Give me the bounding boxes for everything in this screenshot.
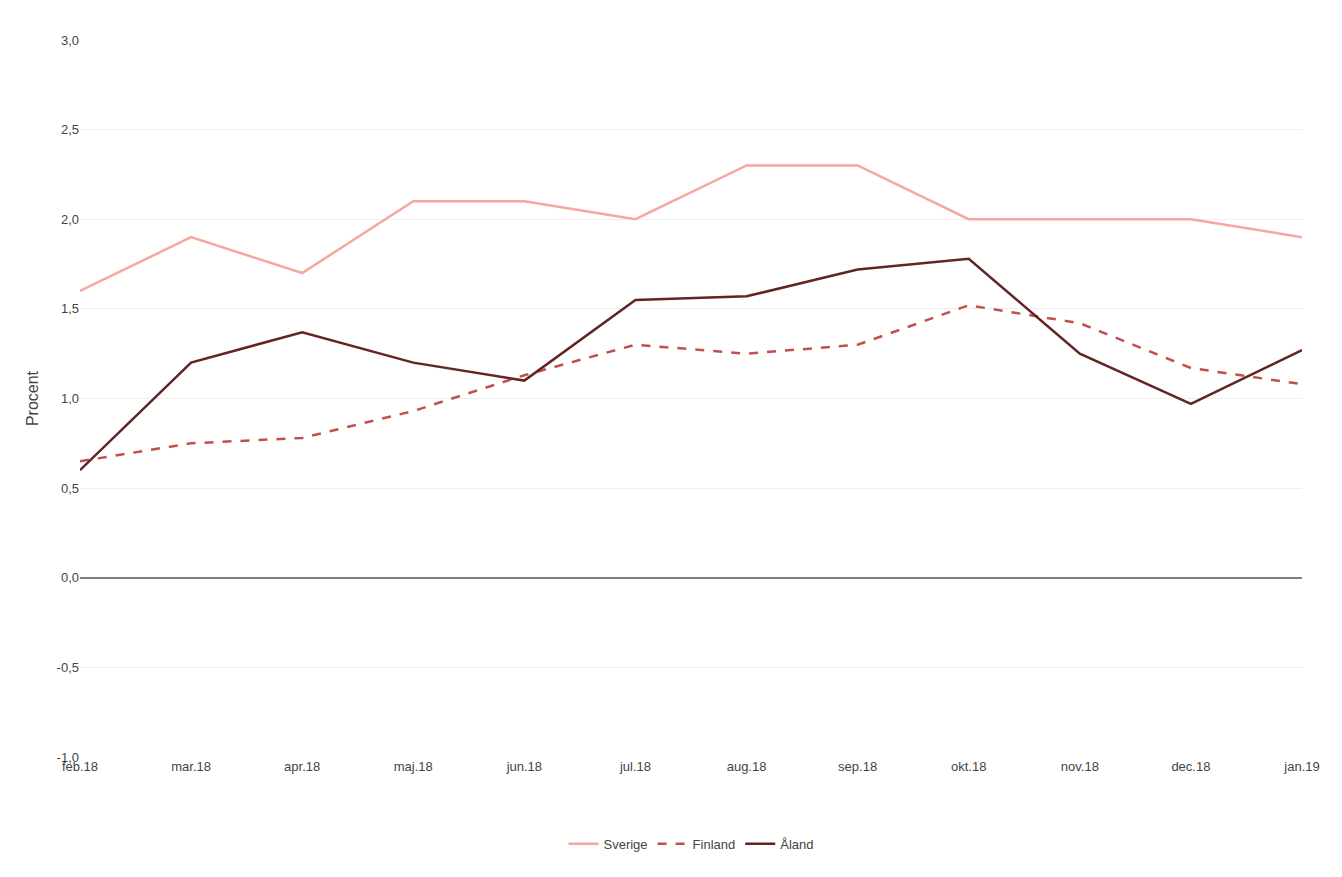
svg-text:Åland: Åland bbox=[780, 837, 813, 852]
svg-text:0,5: 0,5 bbox=[61, 481, 79, 496]
svg-text:-0,5: -0,5 bbox=[57, 660, 79, 675]
svg-text:1,5: 1,5 bbox=[61, 301, 79, 316]
svg-text:nov.18: nov.18 bbox=[1061, 759, 1099, 774]
svg-text:0,0: 0,0 bbox=[61, 570, 79, 585]
svg-text:okt.18: okt.18 bbox=[951, 759, 986, 774]
svg-text:jan.19: jan.19 bbox=[1283, 759, 1319, 774]
svg-text:dec.18: dec.18 bbox=[1171, 759, 1210, 774]
svg-text:feb.18: feb.18 bbox=[62, 759, 98, 774]
svg-text:aug.18: aug.18 bbox=[727, 759, 767, 774]
svg-text:Finland: Finland bbox=[693, 837, 736, 852]
svg-text:jul.18: jul.18 bbox=[619, 759, 651, 774]
svg-text:sep.18: sep.18 bbox=[838, 759, 877, 774]
svg-text:-1,0: -1,0 bbox=[57, 750, 79, 765]
svg-text:maj.18: maj.18 bbox=[394, 759, 433, 774]
svg-text:3,0: 3,0 bbox=[61, 33, 79, 48]
svg-text:1,0: 1,0 bbox=[61, 391, 79, 406]
svg-text:Sverige: Sverige bbox=[604, 837, 648, 852]
svg-text:apr.18: apr.18 bbox=[284, 759, 320, 774]
svg-text:jun.18: jun.18 bbox=[506, 759, 542, 774]
svg-text:mar.18: mar.18 bbox=[171, 759, 211, 774]
svg-text:Procent: Procent bbox=[24, 370, 41, 426]
svg-text:2,0: 2,0 bbox=[61, 212, 79, 227]
svg-text:2,5: 2,5 bbox=[61, 122, 79, 137]
